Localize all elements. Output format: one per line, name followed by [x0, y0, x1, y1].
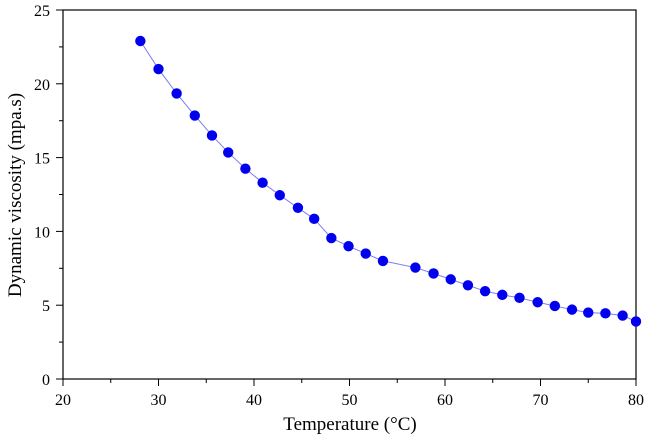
y-tick-label: 5 — [42, 298, 50, 315]
y-tick-label: 25 — [34, 3, 50, 20]
axes: 20 30 40 50 60 70 80 0 5 10 15 20 25 — [34, 3, 644, 409]
x-tick-label: 40 — [246, 392, 262, 409]
data-point — [326, 232, 337, 244]
data-point — [153, 63, 164, 75]
data-point — [462, 280, 474, 291]
data-point — [274, 190, 285, 201]
data-point — [514, 292, 525, 304]
data-point — [445, 274, 456, 285]
data-point — [566, 304, 578, 315]
data-point — [206, 130, 218, 141]
x-tick-label: 70 — [533, 392, 549, 409]
x-tick-label: 30 — [151, 392, 167, 409]
data-point — [377, 255, 389, 267]
x-tick-label: 60 — [437, 392, 453, 409]
series-line — [139, 40, 637, 322]
y-axis-title: Dynamic viscosity (mpa.s) — [5, 93, 26, 297]
data-point — [308, 213, 320, 225]
data-point — [257, 177, 268, 188]
y-tick-label: 10 — [34, 224, 50, 241]
data-point — [189, 110, 200, 121]
data-point — [292, 202, 304, 213]
data-point — [410, 262, 421, 273]
y-tick-label: 15 — [34, 151, 50, 168]
data-point — [497, 289, 508, 301]
data-point — [360, 248, 371, 259]
data-point — [343, 240, 354, 252]
x-tick-label: 50 — [342, 392, 358, 409]
data-point — [135, 35, 146, 47]
series — [135, 35, 642, 327]
y-tick-label: 20 — [34, 77, 50, 94]
data-point — [532, 297, 543, 308]
data-point — [240, 163, 251, 174]
x-tick-label: 20 — [55, 392, 71, 409]
data-point — [549, 300, 561, 312]
x-tick-label: 80 — [628, 392, 644, 409]
y-tick-label: 0 — [42, 372, 50, 389]
plot-frame — [62, 9, 637, 380]
data-point — [583, 307, 594, 318]
data-point — [428, 268, 439, 279]
x-axis-title: Temperature (°C) — [283, 414, 416, 435]
data-point — [223, 147, 234, 158]
data-point — [600, 308, 611, 319]
data-point — [479, 285, 491, 297]
data-point — [171, 88, 182, 99]
data-point — [617, 310, 628, 321]
data-point — [630, 316, 642, 327]
